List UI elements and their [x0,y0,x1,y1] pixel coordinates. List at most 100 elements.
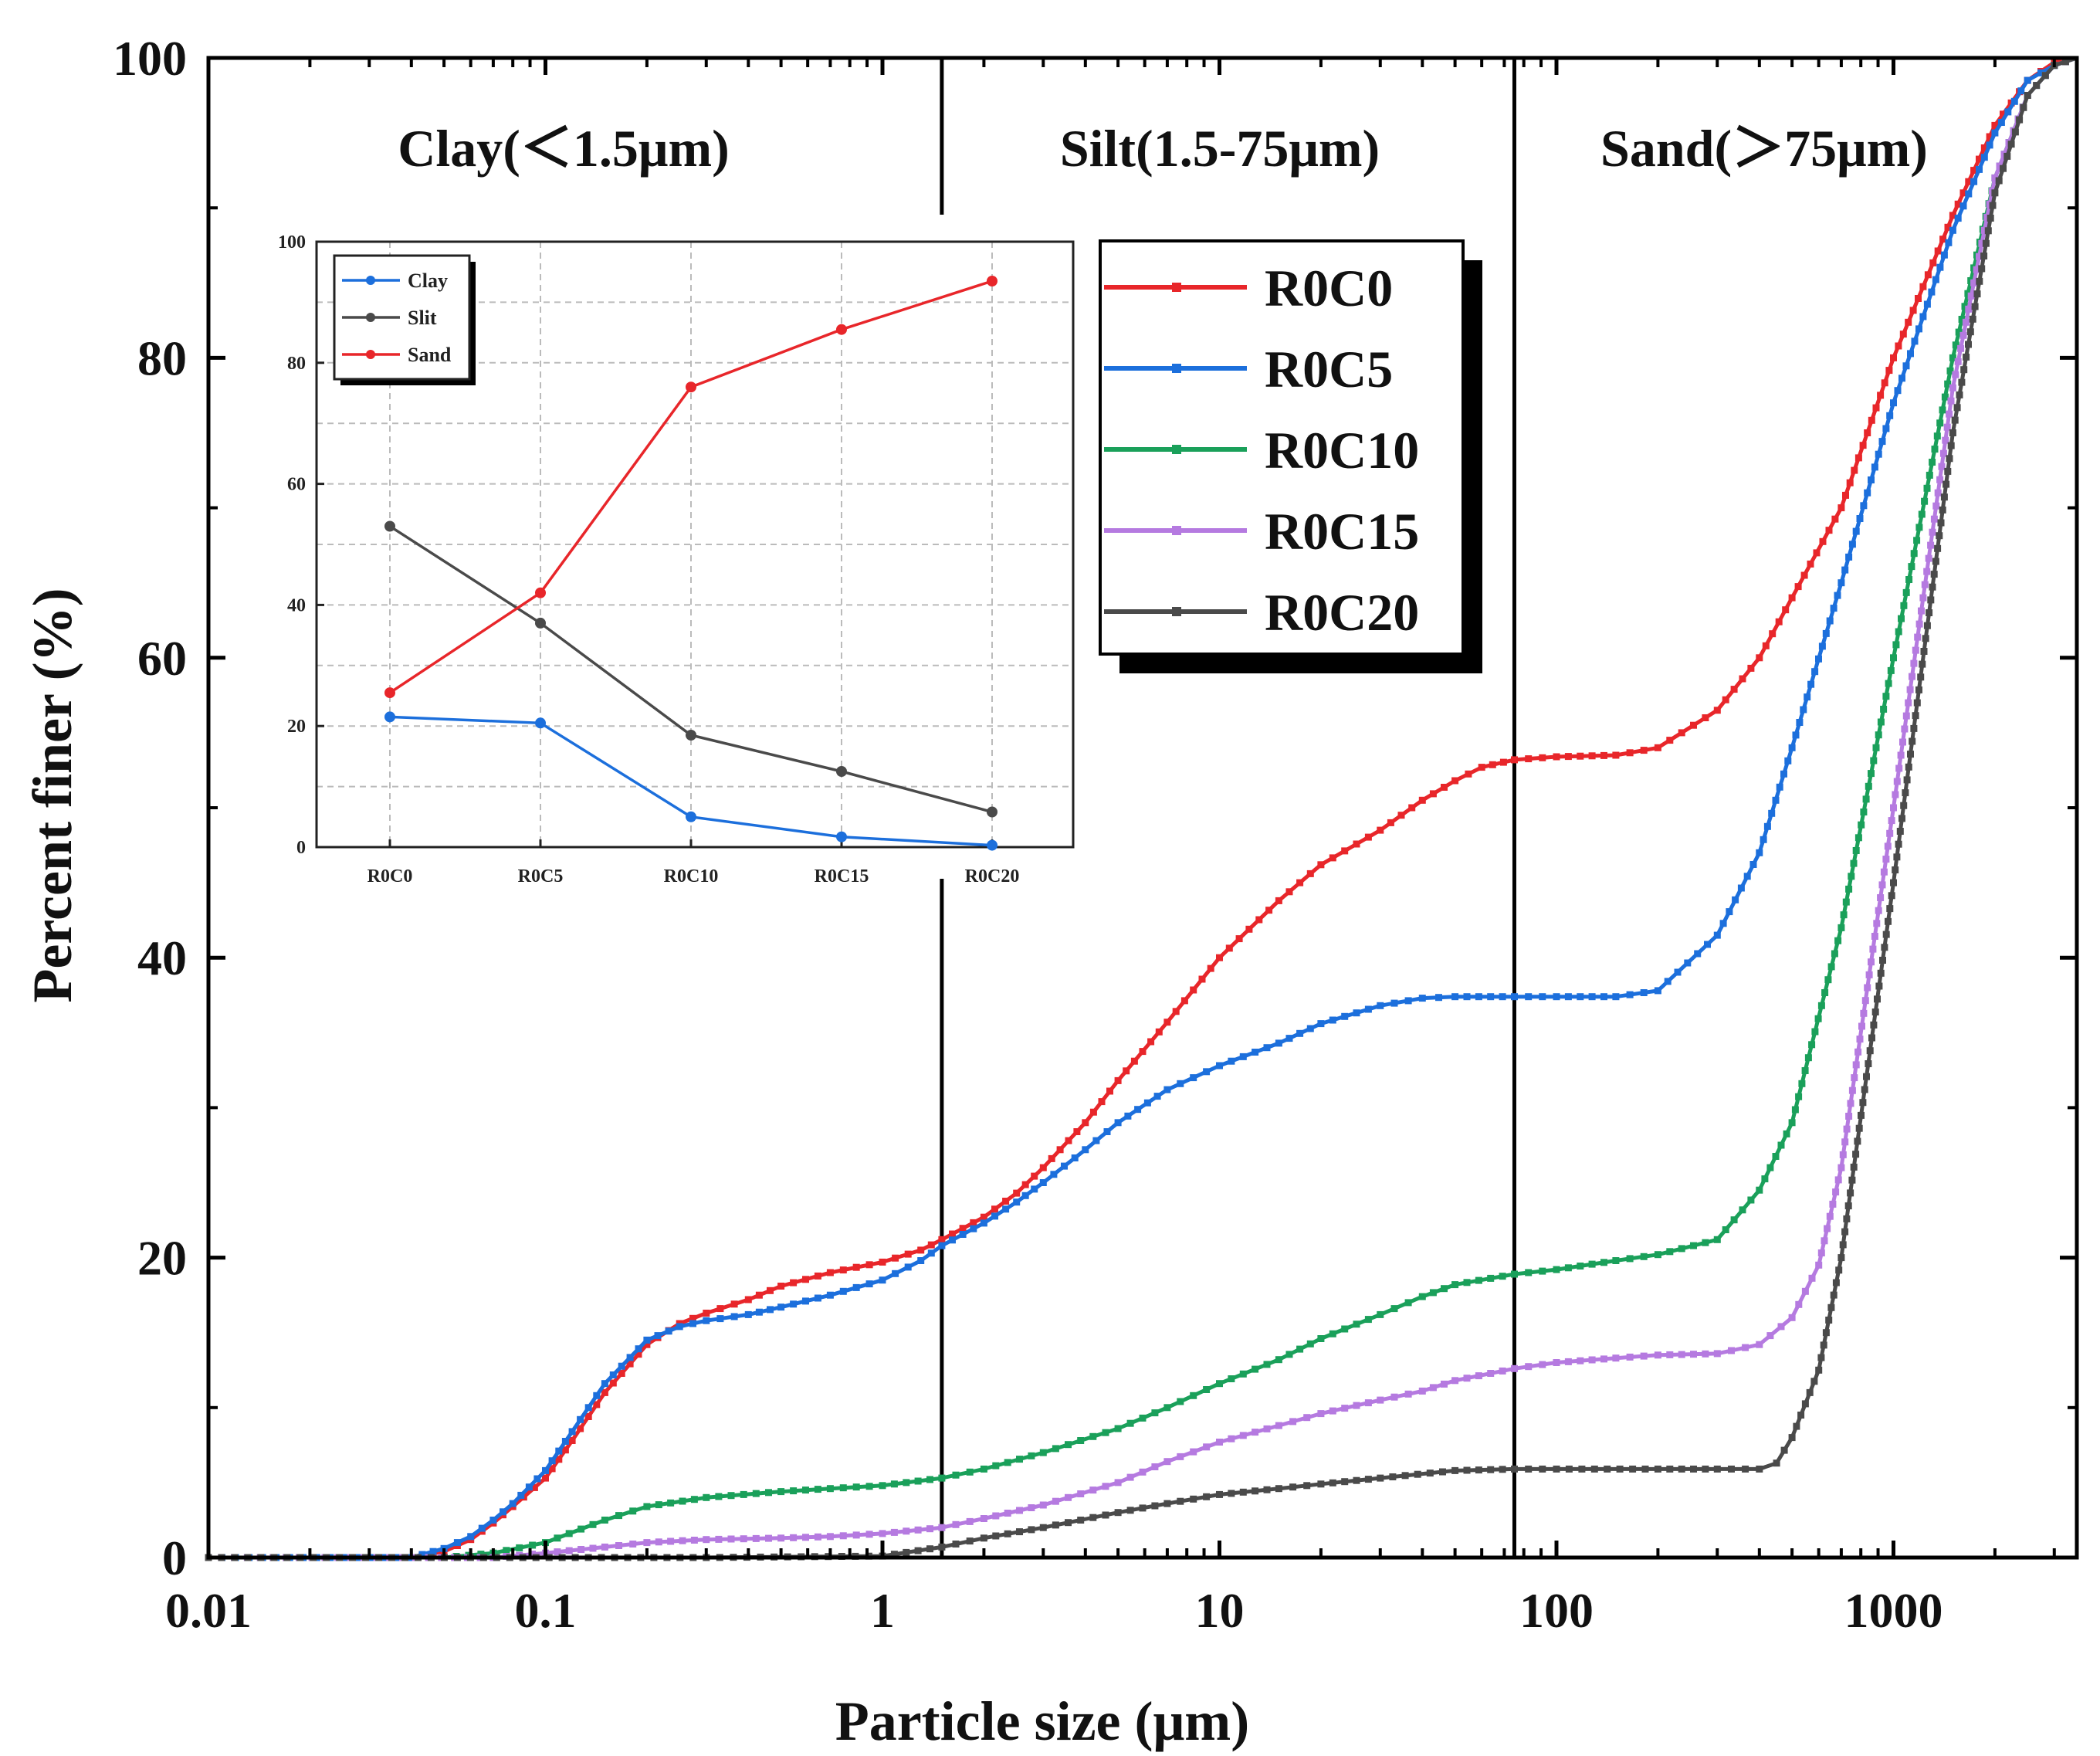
series-point-r0c0 [568,1437,576,1444]
series-point-r0c10 [1868,770,1875,778]
series-point-r0c5 [467,1533,475,1541]
series-point-r0c0 [744,1296,752,1303]
series-point-r0c15 [1938,463,1946,470]
series-point-r0c20 [1713,1465,1721,1473]
series-point-r0c20 [1939,506,1946,514]
series-point-r0c5 [1776,783,1783,791]
series-point-r0c20 [1439,1468,1446,1476]
series-point-r0c0 [1577,752,1584,760]
series-point-r0c0 [980,1213,987,1221]
series-point-r0c15 [1089,1486,1097,1494]
series-point-r0c5 [1838,579,1845,587]
series-point-r0c0 [1155,1028,1163,1036]
series-point-r0c15 [1228,1435,1235,1442]
series-point-r0c15 [1821,1237,1828,1245]
series-point-r0c10 [1918,510,1926,518]
series-point-r0c20 [1151,1502,1159,1510]
series-point-r0c15 [1902,712,1910,720]
series-point-r0c0 [1285,888,1293,896]
series-point-r0c15 [1915,620,1923,628]
series-point-r0c5 [1875,450,1882,458]
series-point-r0c5 [1841,566,1849,574]
series-point-r0c15 [1845,1113,1853,1120]
y-tick-label: 80 [137,331,187,385]
series-point-r0c20 [1839,1241,1847,1249]
series-point-r0c5 [1760,836,1767,843]
series-point-r0c20 [1835,1266,1843,1274]
series-point-r0c20 [1801,1400,1809,1408]
series-point-r0c10 [1690,1242,1697,1249]
series-point-r0c0 [970,1219,977,1226]
series-point-r0c15 [1890,804,1897,812]
series-point-r0c15 [1690,1351,1697,1358]
series-point-r0c0 [814,1272,821,1280]
series-point-r0c15 [1777,1323,1785,1331]
series-point-r0c0 [1864,429,1871,436]
series-point-r0c5 [478,1524,486,1532]
series-point-r0c15 [1553,1359,1560,1366]
series-point-r0c10 [1678,1245,1685,1253]
series-point-r0c10 [1612,1257,1620,1264]
series-point-r0c0 [1397,812,1405,819]
series-point-r0c20 [1909,737,1916,745]
series-point-r0c5 [1588,993,1596,1001]
series-point-r0c10 [1077,1437,1085,1444]
inset-point-slit [686,730,696,741]
series-point-r0c15 [1353,1402,1360,1409]
series-point-r0c20 [1203,1493,1211,1500]
series-point-r0c10 [727,1492,735,1500]
series-point-r0c20 [1956,391,1963,398]
series-point-r0c5 [1811,668,1819,676]
series-point-r0c5 [1763,822,1771,830]
series-point-r0c5 [1114,1119,1122,1127]
series-point-r0c20 [1903,776,1911,784]
series-point-r0c10 [1239,1370,1247,1378]
series-point-r0c0 [1588,752,1596,760]
series-point-r0c10 [1862,795,1870,803]
series-point-r0c0 [1965,178,1973,185]
series-point-r0c20 [1991,189,1999,197]
series-point-r0c15 [1390,1393,1398,1401]
series-point-r0c5 [826,1291,834,1299]
series-point-r0c20 [1919,660,1926,668]
series-point-r0c0 [1275,897,1282,904]
series-point-r0c20 [1877,969,1885,977]
series-point-r0c10 [1666,1248,1674,1256]
series-point-r0c15 [1801,1287,1809,1295]
x-tick-label: 1 [870,1583,895,1638]
series-point-r0c20 [1163,1500,1171,1507]
series-point-r0c5 [1932,276,1939,283]
series-point-r0c5 [665,1327,672,1335]
series-point-r0c15 [554,1548,561,1556]
series-point-r0c5 [1822,629,1830,637]
series-point-r0c5 [755,1308,763,1316]
series-point-r0c15 [1788,1314,1796,1321]
series-point-r0c20 [1976,277,1983,285]
series-point-r0c10 [1905,576,1913,583]
series-point-r0c15 [1864,984,1871,992]
series-point-r0c10 [1777,1141,1785,1149]
series-point-r0c10 [1908,563,1915,571]
inset-point-slit [535,617,546,629]
series-point-r0c0 [1899,331,1907,338]
series-point-r0c15 [1865,971,1873,978]
series-point-r0c20 [1847,1189,1854,1197]
series-point-r0c15 [1114,1479,1122,1486]
series-point-r0c0 [1429,790,1437,798]
series-point-r0c0 [1859,442,1867,449]
series-point-r0c15 [1829,1200,1837,1208]
legend-marker-r0c0 [1172,283,1181,292]
series-point-r0c10 [1028,1452,1035,1459]
series-point-r0c0 [852,1263,860,1271]
series-point-r0c15 [1303,1414,1311,1422]
series-point-r0c10 [1511,1270,1518,1278]
inset-point-slit [987,806,998,818]
series-point-r0c20 [2003,152,2011,160]
series-point-r0c10 [1808,1041,1816,1049]
series-point-r0c10 [578,1525,585,1533]
series-point-r0c0 [1539,754,1546,761]
series-point-r0c15 [1808,1274,1816,1282]
series-point-r0c20 [1089,1514,1097,1521]
series-point-r0c20 [2011,128,2019,136]
